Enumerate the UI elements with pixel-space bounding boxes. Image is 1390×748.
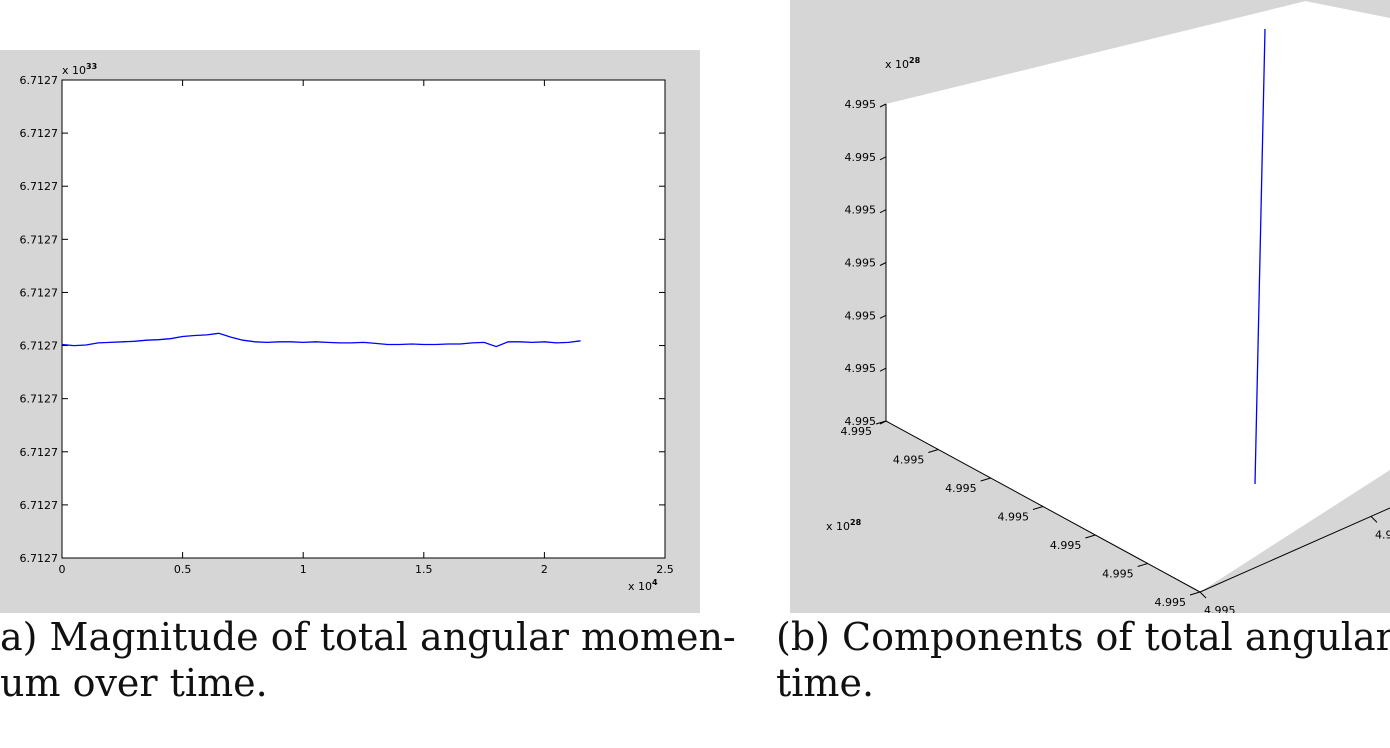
chart-b-y-multiplier: x 1028 [826, 518, 862, 533]
caption-b: (b) Components of total angular time. [776, 614, 1390, 706]
chart-b-z-tick-label: 4.995 [845, 98, 877, 111]
chart-b-x-tick-mark [1199, 591, 1207, 599]
chart-a: 0 0.5 1 1.5 2 2.5 6.71276.71276.71276.71276.7… [20, 62, 674, 593]
chart-a-x-tick-label: 1.5 [415, 563, 433, 576]
chart-b-x-ticks: 4.995 4.995 [1199, 516, 1390, 613]
chart-a-y-tick-label: 6.7127 [20, 446, 59, 459]
chart-a-y-tick-label: 6.7127 [20, 340, 59, 353]
chart-a-x-tick-label: 0.5 [174, 563, 192, 576]
chart-b-z-tick-mark [879, 262, 887, 266]
chart-b-y-tick-mark [1032, 506, 1044, 510]
caption-a-line2: um over time. [0, 661, 268, 705]
chart-a-x-ticks: 0 0.5 1 1.5 2 2.5 [59, 80, 674, 576]
caption-b-line2: time. [776, 661, 875, 705]
chart-b-z-tick-label: 4.995 [845, 415, 877, 428]
chart-b-z-ticks: 4.995 4.995 4.995 4.995 4.995 4.995 4.995 [845, 98, 887, 428]
chart-b-z-tick-label: 4.995 [845, 309, 877, 322]
chart-b-y-tick-label: 4.995 [945, 482, 977, 495]
chart-a-y-tick-label: 6.7127 [20, 286, 59, 299]
chart-a-y-tick-label: 6.7127 [20, 180, 59, 193]
chart-b-y-tick-mark [1189, 591, 1201, 596]
chart-a-plot-area [61, 79, 666, 559]
chart-a-y-tick-label: 6.7127 [20, 499, 59, 512]
chart-a-y-tick-label: 6.7127 [20, 393, 59, 406]
chart-a-y-tick-label: 6.7127 [20, 127, 59, 140]
chart-b-y-tick-label: 4.995 [893, 454, 925, 467]
chart-b-y-tick-mark [1137, 563, 1148, 567]
chart-b-z-tick-mark [879, 367, 887, 372]
chart-a-x-tick-label: 1 [300, 563, 307, 576]
chart-b-y-ticks: 4.995 4.995 4.995 4.995 4.995 4.995 4.995 [841, 420, 1201, 609]
chart-b-series-line [1254, 28, 1266, 485]
chart-b-z-tick-mark [879, 209, 887, 214]
chart-b-x-tick-label: 4.995 [1204, 604, 1236, 613]
chart-b-y-tick-label: 4.995 [1050, 539, 1082, 552]
chart-b-z-tick-label: 4.995 [845, 362, 877, 375]
chart-b-z-multiplier: x 1028 [885, 56, 921, 71]
chart-b-x-axis [1199, 507, 1390, 593]
chart-a-y-tick-label: 6.7127 [20, 233, 59, 246]
chart-b-y-tick-mark [1085, 534, 1096, 539]
chart-a-x-tick-label: 2 [541, 563, 548, 576]
chart-b-z-tick-mark [879, 103, 887, 108]
chart-b-x-tick-label: 4.995 [1375, 528, 1390, 541]
chart-b-y-tick-label: 4.995 [841, 425, 873, 438]
chart-b-box-faces [886, 0, 1390, 592]
chart-b-z-tick-mark [879, 156, 887, 161]
chart-b-y-tick-label: 4.995 [998, 511, 1030, 524]
caption-a: a) Magnitude of total angular momen- um … [0, 614, 736, 706]
chart-a-y-multiplier: x 1033 [62, 62, 97, 77]
chart-b-z-tick-label: 4.995 [845, 204, 877, 217]
caption-b-line1: (b) Components of total angular [776, 615, 1390, 659]
chart-a-y-ticks: 6.7127 6.7127 6.7127 6.7127 6.7127 6.7127 6.71… [20, 74, 665, 565]
chart-a-x-tick-label: 0 [59, 563, 66, 576]
chart-b-top-right-shade [1300, 0, 1390, 18]
chart-b-y-tick-label: 4.995 [1155, 596, 1187, 609]
chart-a-panel: 0 0.5 1 1.5 2 2.5 6.7127 6.7127 6.7127 6.7127 6.7… [0, 50, 700, 613]
chart-b-panel: 4.995 4.995 4.995 4.995 4.995 4.995 4.995 4.99… [790, 0, 1390, 613]
caption-a-line1: a) Magnitude of total angular momen- [0, 615, 736, 659]
chart-b-z-tick-label: 4.995 [845, 257, 877, 270]
chart-b-z-tick-mark [879, 314, 887, 319]
chart-b-y-tick-mark [875, 420, 887, 425]
chart-a-series-line [61, 332, 581, 348]
chart-b-y-tick-label: 4.995 [1102, 568, 1134, 581]
chart-b-x-tick-mark [1370, 516, 1378, 523]
chart-a-x-tick-label: 2.5 [656, 563, 674, 576]
chart-b-y-tick-mark [980, 477, 991, 482]
chart-a-x-multiplier: x 104 [628, 578, 658, 593]
chart-b-z-tick-label: 4.995 [845, 151, 877, 164]
chart-a-y-tick-label: 6.7127 [20, 552, 59, 565]
chart-b-y-tick-mark [928, 449, 939, 453]
chart-a-y-tick-label: 6.7127 [20, 74, 59, 87]
